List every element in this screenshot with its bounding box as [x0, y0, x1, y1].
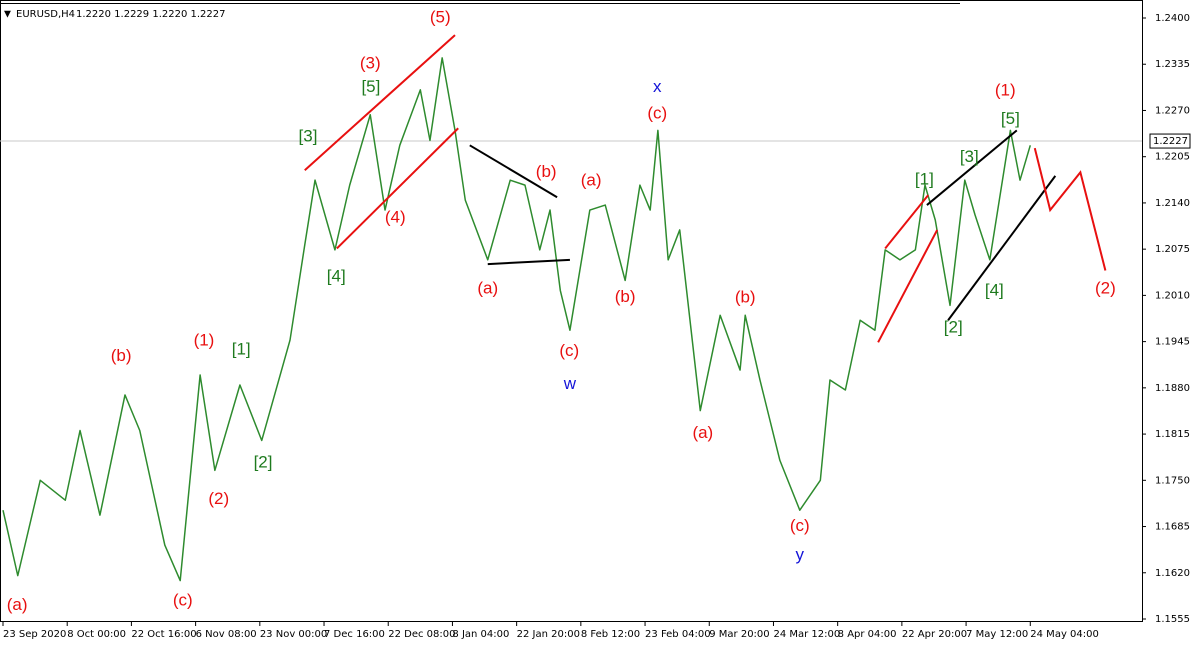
- symbol: EURUSD,H4: [16, 9, 75, 20]
- x-tick-label: 24 May 04:00: [1030, 629, 1099, 640]
- y-tick-label: 1.2335: [1155, 59, 1190, 70]
- wave-label: [5]: [361, 77, 380, 96]
- x-tick-label: 23 Nov 00:00: [260, 629, 327, 640]
- wave-label: [4]: [985, 281, 1004, 300]
- wave-line: [1033, 147, 1107, 271]
- x-tick-label: 24 Mar 12:00: [773, 629, 840, 640]
- x-tick-label: 23 Sep 2020: [3, 629, 66, 640]
- wave-line: [947, 175, 1057, 321]
- wave-label: (3): [360, 54, 381, 73]
- y-tick-label: 1.1945: [1155, 337, 1190, 348]
- wave-label: (c): [790, 516, 810, 535]
- ohlc: 1.2220 1.2229 1.2220 1.2227: [76, 9, 226, 20]
- x-tick-label: 9 Mar 20:00: [709, 629, 769, 640]
- wave-label: (1): [194, 330, 215, 349]
- y-tick-label: 1.1750: [1155, 475, 1190, 486]
- wave-line: [469, 144, 558, 199]
- y-tick-label: 1.2205: [1155, 152, 1190, 163]
- wave-label: (c): [559, 341, 579, 360]
- wave-line: [487, 258, 570, 266]
- x-tick-label: 22 Dec 08:00: [388, 629, 455, 640]
- x-tick-label: 7 Dec 16:00: [324, 629, 385, 640]
- wave-line: [926, 129, 1018, 206]
- last-price-label: 1.2227: [1153, 136, 1188, 147]
- x-tick-label: 8 Feb 12:00: [581, 629, 640, 640]
- wave-label: (a): [7, 595, 28, 614]
- y-tick-label: 1.1620: [1155, 568, 1190, 579]
- y-tick-label: 1.2010: [1155, 290, 1190, 301]
- x-tick-label: 8 Oct 00:00: [67, 629, 126, 640]
- x-tick-label: 22 Oct 16:00: [131, 629, 196, 640]
- wave-label: (b): [536, 162, 557, 181]
- wave-label: (c): [647, 104, 667, 123]
- wave-label: (a): [477, 278, 498, 297]
- wave-label: y: [796, 545, 805, 564]
- y-tick-label: 1.2075: [1155, 244, 1190, 255]
- y-tick-label: 1.2140: [1155, 198, 1190, 209]
- price-line: [2, 57, 1032, 582]
- last-price-box: [1149, 133, 1191, 149]
- x-tick-label: 22 Apr 20:00: [902, 629, 967, 640]
- y-tick-label: 1.1555: [1155, 614, 1190, 625]
- wave-label: (2): [208, 489, 229, 508]
- y-tick-label: 1.1685: [1155, 522, 1190, 533]
- wave-label: (a): [692, 423, 713, 442]
- wave-label: (b): [111, 346, 132, 365]
- x-tick-label: 8 Jan 04:00: [452, 629, 509, 640]
- wave-line: [884, 194, 929, 250]
- wave-label: (a): [581, 170, 602, 189]
- y-tick-label: 1.1815: [1155, 429, 1190, 440]
- wave-label: (b): [735, 288, 756, 307]
- wave-label: [2]: [944, 318, 963, 337]
- wave-label: [4]: [327, 266, 346, 285]
- header-arrow: ▼: [4, 10, 11, 20]
- y-tick-label: 1.2400: [1155, 13, 1190, 24]
- y-tick-label: 1.1880: [1155, 383, 1190, 394]
- wave-label: [5]: [1001, 109, 1020, 128]
- x-tick-label: 6 Nov 08:00: [196, 629, 257, 640]
- wave-label: x: [653, 77, 662, 96]
- x-tick-label: 23 Feb 04:00: [645, 629, 711, 640]
- wave-label: (b): [615, 287, 636, 306]
- wave-label: [1]: [232, 340, 251, 359]
- wave-label: (4): [385, 207, 406, 226]
- wave-label: [3]: [299, 126, 318, 145]
- wave-label: (5): [430, 7, 451, 26]
- plot-frame: [0, 0, 1143, 622]
- x-tick-label: 8 Apr 04:00: [838, 629, 897, 640]
- x-tick-label: 22 Jan 20:00: [517, 629, 580, 640]
- x-tick-label: 7 May 12:00: [966, 629, 1028, 640]
- wave-line: [304, 34, 456, 171]
- wave-label: [3]: [960, 147, 979, 166]
- wave-label: (c): [173, 591, 193, 610]
- wave-label: [1]: [915, 170, 934, 189]
- wave-label: w: [563, 374, 577, 393]
- wave-label: (1): [995, 81, 1016, 100]
- wave-label: (2): [1095, 278, 1116, 297]
- wave-line: [336, 127, 459, 250]
- wave-label: [2]: [254, 453, 273, 472]
- wave-line: [877, 229, 939, 343]
- y-tick-label: 1.2270: [1155, 105, 1190, 116]
